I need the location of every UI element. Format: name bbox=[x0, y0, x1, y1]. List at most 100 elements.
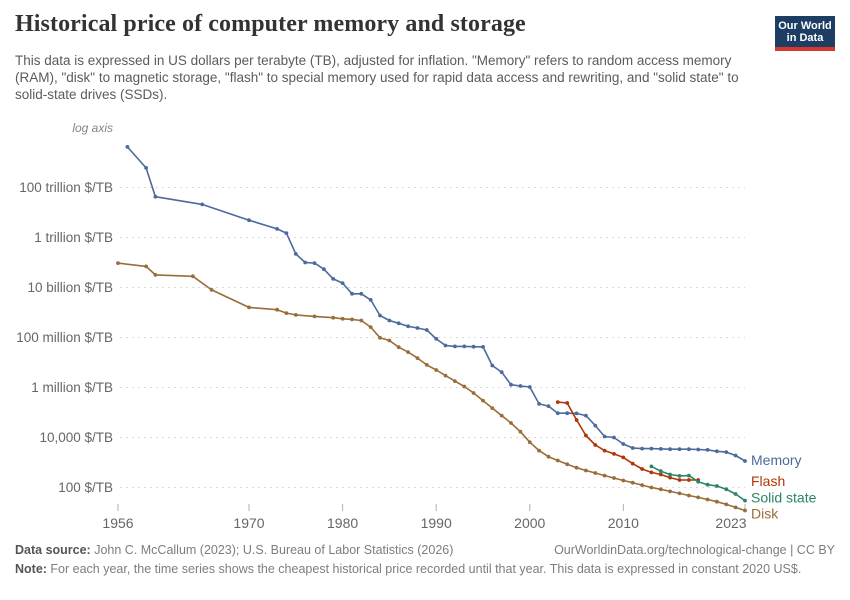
series-point-memory bbox=[275, 227, 279, 231]
chart-subtitle: This data is expressed in US dollars per… bbox=[15, 53, 739, 102]
series-point-memory bbox=[705, 448, 710, 452]
data-source-text: John C. McCallum (2023); U.S. Bureau of … bbox=[90, 543, 454, 557]
series-point-disk bbox=[368, 325, 373, 329]
series-point-disk bbox=[359, 318, 364, 323]
series-point-memory bbox=[434, 336, 439, 341]
x-axis-tick-label: 1990 bbox=[421, 515, 452, 531]
series-point-solid-state bbox=[696, 479, 701, 484]
series-point-memory bbox=[125, 145, 130, 149]
footer-note-label: Note: bbox=[15, 562, 47, 576]
series-point-disk bbox=[715, 499, 719, 504]
series-point-flash bbox=[677, 478, 682, 482]
series-point-memory bbox=[565, 411, 570, 416]
series-point-disk bbox=[574, 465, 579, 470]
series-point-flash bbox=[658, 472, 663, 477]
series-point-memory bbox=[303, 260, 308, 265]
x-axis-tick-label: 1980 bbox=[327, 515, 358, 531]
series-point-disk bbox=[453, 379, 457, 383]
series-point-disk bbox=[565, 462, 570, 467]
series-point-memory bbox=[537, 402, 541, 406]
series-point-solid-state bbox=[649, 464, 654, 469]
series-point-memory bbox=[247, 218, 251, 223]
x-axis-tick-label: 2010 bbox=[608, 515, 639, 531]
series-point-disk bbox=[668, 489, 672, 494]
series-point-flash bbox=[584, 433, 588, 438]
series-point-flash bbox=[593, 443, 598, 447]
owid-url-link[interactable]: OurWorldinData.org/technological-change … bbox=[554, 543, 835, 557]
series-point-disk bbox=[621, 478, 626, 483]
series-point-disk bbox=[396, 345, 401, 350]
series-point-memory bbox=[443, 343, 448, 348]
series-point-disk bbox=[705, 497, 710, 502]
series-point-flash bbox=[602, 448, 607, 453]
series-point-memory bbox=[527, 385, 532, 389]
series-point-memory bbox=[555, 411, 560, 416]
series-end-label-flash: Flash bbox=[751, 473, 785, 489]
x-axis-tick-label: 1956 bbox=[102, 515, 133, 531]
y-axis-tick-label: 100 million $/TB bbox=[16, 330, 113, 345]
data-source: Data source: John C. McCallum (2023); U.… bbox=[15, 541, 453, 560]
series-point-memory bbox=[359, 291, 364, 296]
series-point-disk bbox=[312, 314, 317, 319]
series-point-memory bbox=[640, 446, 644, 451]
series-point-disk bbox=[284, 311, 289, 315]
series-point-disk bbox=[481, 398, 485, 403]
series-point-memory bbox=[490, 363, 495, 368]
series-point-memory bbox=[574, 411, 579, 416]
series-point-solid-state bbox=[743, 498, 747, 503]
series-point-memory bbox=[546, 404, 551, 408]
series-point-memory bbox=[584, 413, 588, 418]
series-point-flash bbox=[612, 452, 616, 456]
series-point-disk bbox=[724, 502, 729, 507]
chart-footer: Data source: John C. McCallum (2023); U.… bbox=[15, 541, 835, 579]
series-point-disk bbox=[518, 429, 523, 434]
series-point-memory bbox=[462, 344, 467, 349]
series-point-solid-state bbox=[658, 469, 663, 474]
series-point-disk bbox=[677, 491, 682, 496]
owid-logo-line1: Our World bbox=[778, 20, 832, 32]
series-point-flash bbox=[640, 467, 644, 471]
series-point-memory bbox=[509, 382, 513, 387]
series-point-disk bbox=[687, 493, 691, 498]
series-point-memory bbox=[621, 442, 626, 446]
series-point-memory bbox=[481, 345, 485, 349]
series-point-memory bbox=[350, 291, 354, 296]
page-title: Historical price of computer memory and … bbox=[15, 11, 526, 37]
series-point-disk bbox=[116, 261, 120, 265]
series-point-memory bbox=[677, 447, 682, 452]
series-point-memory bbox=[340, 281, 345, 285]
series-point-disk bbox=[602, 473, 607, 478]
series-point-disk bbox=[462, 384, 467, 389]
series-point-memory bbox=[602, 434, 607, 439]
series-point-disk bbox=[275, 307, 279, 312]
series-point-disk bbox=[612, 476, 616, 480]
series-point-disk bbox=[424, 363, 429, 367]
footer-note-text: For each year, the time series shows the… bbox=[46, 562, 802, 576]
series-point-disk bbox=[527, 440, 532, 445]
series-point-solid-state bbox=[733, 492, 738, 496]
series-point-memory bbox=[415, 326, 420, 330]
series-point-memory bbox=[696, 447, 701, 452]
x-axis-tick-label: 1970 bbox=[233, 515, 264, 531]
series-point-flash bbox=[649, 470, 654, 475]
x-axis-tick-label: 2023 bbox=[715, 515, 746, 531]
series-point-disk bbox=[555, 458, 560, 463]
series-point-memory bbox=[612, 435, 616, 440]
footer-note: Note: For each year, the time series sho… bbox=[15, 560, 835, 579]
owid-logo-line2: in Data bbox=[786, 32, 824, 44]
series-point-solid-state bbox=[677, 474, 682, 478]
series-point-memory bbox=[630, 446, 635, 450]
series-point-memory bbox=[658, 447, 663, 451]
series-point-memory bbox=[724, 450, 729, 454]
series-point-memory bbox=[396, 321, 401, 326]
data-source-label: Data source: bbox=[15, 543, 91, 557]
series-point-disk bbox=[649, 485, 654, 490]
series-point-flash bbox=[687, 478, 691, 482]
series-point-disk bbox=[584, 468, 588, 473]
series-point-flash bbox=[668, 475, 672, 480]
series-point-memory bbox=[368, 298, 373, 302]
series-point-disk bbox=[247, 305, 251, 310]
series-point-disk bbox=[144, 264, 149, 269]
series-point-memory bbox=[593, 423, 598, 428]
